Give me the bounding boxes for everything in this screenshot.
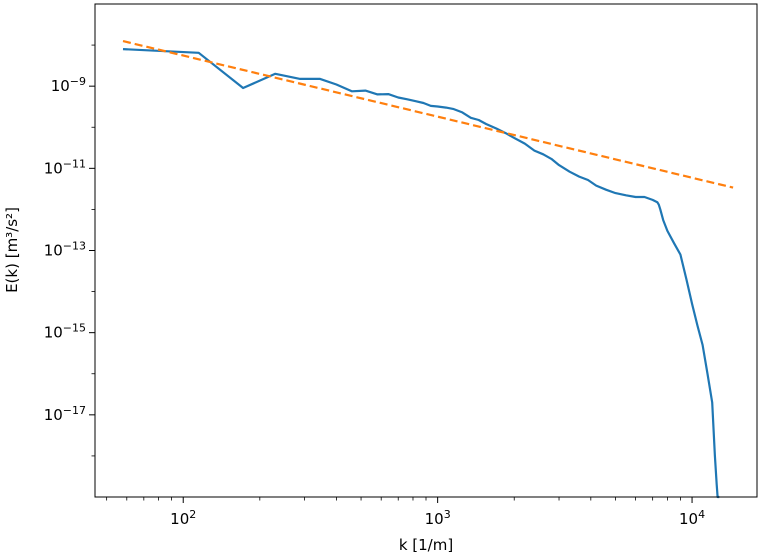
y-tick-label-5: 10−17: [44, 404, 86, 424]
x-tick-label-1: 102: [170, 508, 196, 528]
x-tick-label-3: 104: [679, 508, 705, 528]
y-tick-label-3: 10−13: [44, 240, 86, 260]
y-tick-label-2: 10−11: [44, 157, 86, 177]
y-axis-label: E(k) [m³/s²]: [3, 207, 21, 293]
y-tick-label-4: 10−15: [44, 322, 86, 342]
y-tick-label-1: 10−9: [51, 75, 86, 95]
series-line-2: [122, 40, 734, 189]
x-axis-label: k [1/m]: [399, 536, 453, 554]
series-line-1: [122, 48, 721, 499]
plot-area: [95, 4, 757, 497]
x-tick-label-2: 103: [425, 508, 451, 528]
plot-frame: [94, 3, 758, 498]
